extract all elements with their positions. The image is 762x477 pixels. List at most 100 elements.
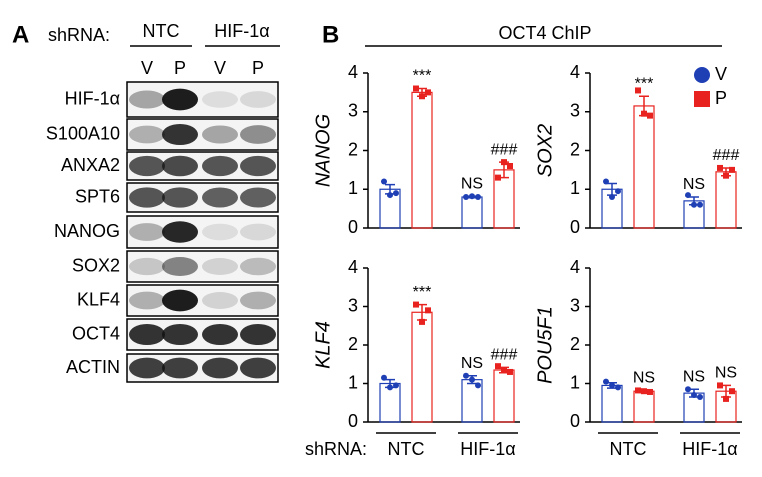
blot-label: SOX2 xyxy=(72,255,120,275)
data-point xyxy=(381,178,387,185)
data-point xyxy=(501,367,507,374)
blot-band xyxy=(162,155,198,177)
bar xyxy=(461,196,483,229)
data-point xyxy=(691,201,697,208)
x-tick-label: NTC xyxy=(388,439,425,459)
data-point xyxy=(615,188,621,195)
blot-band xyxy=(129,357,165,379)
bar xyxy=(715,171,737,229)
data-point xyxy=(685,386,691,393)
data-point xyxy=(463,372,469,379)
data-point xyxy=(615,384,621,391)
data-point xyxy=(495,174,501,181)
data-point xyxy=(723,395,729,402)
y-tick-label: 1 xyxy=(348,178,358,198)
significance: NS xyxy=(683,368,705,385)
significance: *** xyxy=(413,68,432,85)
data-point xyxy=(685,192,691,199)
group-label: NTC xyxy=(143,21,180,41)
blot-label: HIF-1α xyxy=(65,88,120,108)
data-point xyxy=(475,194,481,200)
data-point xyxy=(501,159,507,166)
blot-band xyxy=(202,91,238,108)
blot-band xyxy=(240,257,276,276)
blot-frame xyxy=(126,215,279,249)
panel-label: A xyxy=(12,21,29,48)
significance: NS xyxy=(715,365,737,382)
x-tick-label: HIF-1α xyxy=(682,439,737,459)
data-point xyxy=(381,374,387,381)
lane-label: V xyxy=(141,58,153,78)
data-point xyxy=(393,190,399,197)
blot-band xyxy=(240,125,276,144)
data-point xyxy=(469,376,475,383)
bar xyxy=(633,390,655,423)
x-tick-label: NTC xyxy=(610,439,647,459)
blot-band xyxy=(202,125,238,144)
y-tick-label: 1 xyxy=(348,372,358,392)
blot-label: ANXA2 xyxy=(61,155,120,175)
blot-frame xyxy=(126,118,279,151)
legend-marker xyxy=(694,91,710,107)
y-tick-label: 1 xyxy=(570,372,580,392)
blot-frame xyxy=(126,250,279,283)
data-point xyxy=(603,378,609,385)
y-axis-label: NANOG xyxy=(312,114,334,187)
shrna-label: shRNA: xyxy=(48,25,110,45)
data-point xyxy=(691,392,697,399)
blot-band xyxy=(240,91,276,108)
y-tick-label: 2 xyxy=(348,139,358,159)
data-point xyxy=(495,363,501,370)
blot-label: KLF4 xyxy=(77,289,120,309)
data-point xyxy=(393,382,399,389)
significance: *** xyxy=(413,284,432,301)
y-tick-label: 0 xyxy=(348,217,358,237)
data-point xyxy=(641,110,647,117)
data-point xyxy=(387,192,393,199)
blot-band xyxy=(129,291,165,310)
blot-band xyxy=(162,187,198,208)
y-tick-label: 1 xyxy=(570,178,580,198)
data-point xyxy=(635,87,641,94)
bar xyxy=(601,384,623,423)
y-tick-label: 3 xyxy=(348,295,358,315)
data-point xyxy=(419,93,425,100)
blot-label: ACTIN xyxy=(66,357,120,377)
blot-band xyxy=(162,221,198,243)
data-point xyxy=(641,388,647,395)
lane-label: V xyxy=(214,58,226,78)
lane-label: P xyxy=(252,58,264,78)
blot-band xyxy=(202,187,238,208)
y-tick-label: 4 xyxy=(348,62,358,82)
data-point xyxy=(507,368,513,375)
blot-band xyxy=(202,323,238,346)
data-point xyxy=(717,164,723,171)
y-tick-label: 3 xyxy=(570,295,580,315)
data-point xyxy=(697,201,703,208)
data-point xyxy=(609,382,615,389)
blot-band xyxy=(202,357,238,379)
data-point xyxy=(425,89,431,96)
y-tick-label: 4 xyxy=(570,62,580,82)
data-point xyxy=(413,301,419,308)
significance: ### xyxy=(491,347,518,364)
blot-band xyxy=(129,90,165,109)
blot-band xyxy=(129,223,165,241)
blot-label: S100A10 xyxy=(46,123,120,143)
data-point xyxy=(647,112,653,119)
y-tick-label: 0 xyxy=(348,411,358,431)
blot-band xyxy=(162,323,198,346)
chip-title: OCT4 ChIP xyxy=(498,23,591,43)
panel-label: B xyxy=(322,21,339,48)
significance: ### xyxy=(713,147,740,164)
blot-label: SPT6 xyxy=(75,186,120,206)
blot-band xyxy=(162,357,198,379)
lane-label: P xyxy=(174,58,186,78)
data-point xyxy=(413,85,419,92)
y-axis-label: POU5F1 xyxy=(534,306,556,384)
data-point xyxy=(717,382,723,389)
y-tick-label: 0 xyxy=(570,411,580,431)
y-tick-label: 4 xyxy=(348,257,358,277)
data-point xyxy=(609,194,615,200)
